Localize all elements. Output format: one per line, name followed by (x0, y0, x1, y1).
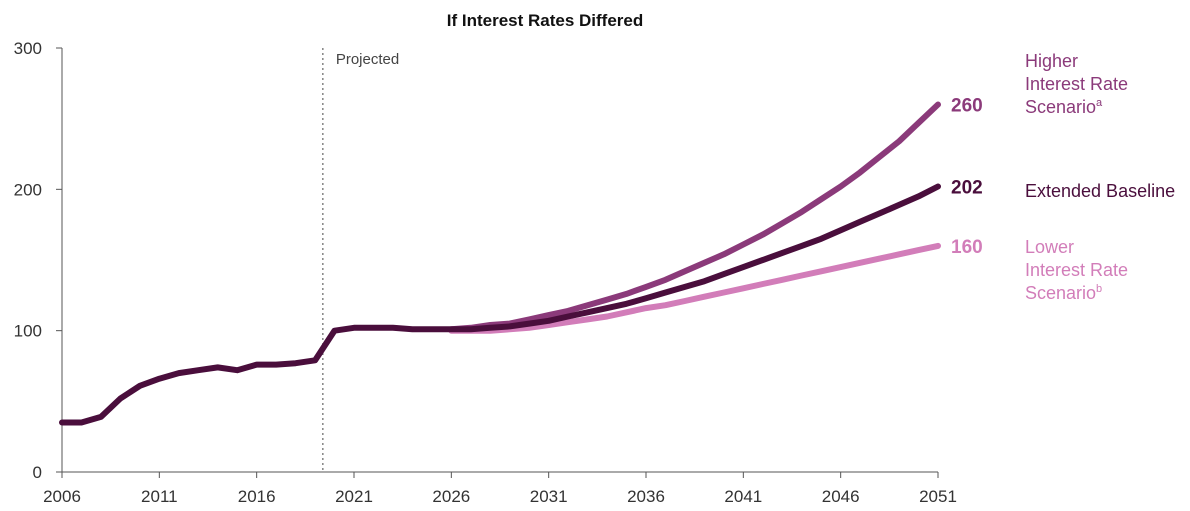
x-tick-label: 2016 (238, 487, 276, 506)
y-tick-label: 200 (14, 180, 42, 199)
y-tick-label: 100 (14, 322, 42, 341)
series-name-label: Lower (1025, 237, 1074, 257)
series-name-label: Interest Rate (1025, 74, 1128, 94)
series-line (448, 101, 941, 333)
y-tick-label: 300 (14, 39, 42, 58)
projected-label: Projected (336, 51, 399, 68)
series-name-text: Extended Baseline (1025, 181, 1175, 201)
x-tick-label: 2031 (530, 487, 568, 506)
x-tick-label: 2026 (432, 487, 470, 506)
series-name-text: Higher (1025, 51, 1078, 71)
series-name-text: Interest Rate (1025, 260, 1128, 280)
chart-title: If Interest Rates Differed (447, 11, 644, 30)
x-tick-label: 2011 (141, 487, 178, 506)
series-name-label: Scenarioa (1025, 97, 1103, 117)
series-name-text: Scenario (1025, 283, 1096, 303)
series-name-label: Extended Baseline (1025, 181, 1175, 201)
series-lines (59, 101, 941, 426)
series-name-label: Scenariob (1025, 283, 1102, 303)
end-value-label: 160 (951, 237, 983, 258)
footnote-marker: b (1096, 283, 1102, 295)
axes: 0 100 200 300 2006 2011 2016 2021 2026 2031 2036 20… (14, 39, 957, 506)
series-name-text: Scenario (1025, 97, 1096, 117)
series-line (59, 183, 941, 426)
y-tick-label: 0 (33, 463, 42, 482)
x-tick-label: 2036 (627, 487, 665, 506)
end-value-label: 202 (951, 178, 983, 199)
x-tick-label: 2006 (43, 487, 81, 506)
series-name-text: Interest Rate (1025, 74, 1128, 94)
series-name-label: Interest Rate (1025, 260, 1128, 280)
x-tick-label: 2051 (919, 487, 957, 506)
series-name-text: Lower (1025, 237, 1074, 257)
end-value-label: 260 (951, 96, 983, 117)
series-name-label: Higher (1025, 51, 1078, 71)
footnote-marker: a (1096, 97, 1103, 109)
x-tick-label: 2046 (822, 487, 860, 506)
x-tick-label: 2041 (724, 487, 762, 506)
series-line (448, 242, 941, 334)
x-tick-label: 2021 (335, 487, 373, 506)
